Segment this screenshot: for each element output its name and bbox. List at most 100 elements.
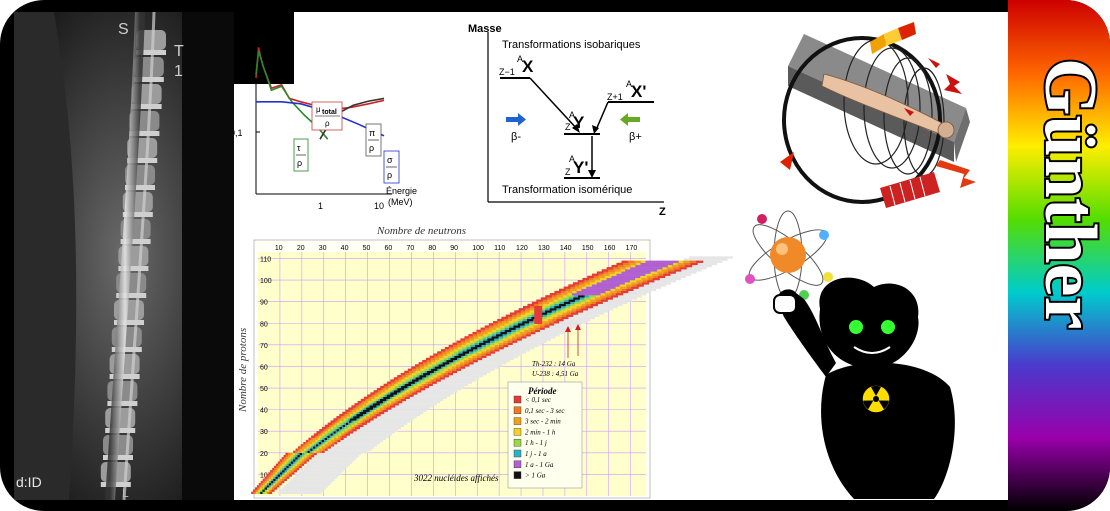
intervertebral-disc bbox=[118, 266, 149, 271]
intervertebral-disc bbox=[116, 293, 147, 298]
x-tick-label: 90 bbox=[450, 245, 458, 252]
intervertebral-disc bbox=[109, 374, 140, 379]
spine-mri-scan-icon: S T 1 d:ID L bbox=[14, 12, 234, 500]
x-tick-label: 170 bbox=[626, 245, 638, 252]
intervertebral-disc bbox=[127, 158, 158, 163]
annotation-pointer-lines bbox=[565, 324, 581, 358]
legend-label: 1 a - 1 Ga bbox=[525, 461, 554, 469]
legend-swatch bbox=[513, 460, 522, 468]
iso-nuclide-a: A bbox=[569, 154, 575, 164]
attenuation-chart: μ ρ 10 0,1 1 10 Énergie (MeV) μ total ρ bbox=[234, 20, 417, 211]
isobar-bottom-title: Transformation isomérique bbox=[502, 184, 632, 196]
legend-swatch bbox=[513, 428, 522, 436]
xtick-10: 10 bbox=[374, 201, 384, 211]
x-label-1: Énergie bbox=[386, 186, 417, 196]
nuclide-plot-area: 10 20 30 40 50 60 70 80 90 100 110 120 130 140 150 160 1… bbox=[251, 245, 733, 496]
right-nuclide-z: Z+1 bbox=[607, 92, 623, 102]
sigma-top: σ bbox=[387, 155, 393, 165]
y-tick-label: 50 bbox=[260, 386, 268, 393]
legend-swatch bbox=[513, 417, 522, 425]
nuclide-chart: Nombre de neutrons 10 20 30 40 50 60 70 80 90 100… bbox=[237, 225, 733, 499]
mri-top-text-1: S bbox=[118, 21, 129, 38]
total-bottom: ρ bbox=[325, 119, 330, 128]
isobar-axis-y: Masse bbox=[468, 23, 502, 35]
legend-label: > 1 Ga bbox=[525, 472, 546, 480]
intervertebral-disc bbox=[133, 77, 164, 82]
y-tick-label: 60 bbox=[260, 364, 268, 371]
center-nuclide-a: A bbox=[569, 110, 575, 120]
intervertebral-disc bbox=[114, 320, 144, 325]
period-legend: Période < 0,1 sec 0,1 sec - 3 sec 3 sec - … bbox=[507, 381, 583, 489]
x-tick-label: 140 bbox=[560, 245, 572, 252]
ytick-01: 0,1 bbox=[234, 128, 243, 138]
nuclide-title: Nombre de neutrons bbox=[376, 225, 466, 237]
y-tick-label: 40 bbox=[260, 408, 268, 415]
legend-label: 0,1 sec - 3 sec bbox=[525, 407, 565, 415]
y-label-bottom: ρ bbox=[240, 33, 245, 43]
iso-nuclide-symbol: Y' bbox=[573, 158, 588, 177]
right-nuclide-a: A bbox=[626, 79, 632, 89]
annotation-u238: U-238 : 4,51 Ga bbox=[532, 370, 579, 378]
beta-plus-label: β+ bbox=[629, 131, 642, 143]
beta-minus-arrow bbox=[506, 113, 526, 126]
intervertebral-disc bbox=[125, 185, 155, 190]
legend-swatch bbox=[513, 406, 522, 414]
intervertebral-disc bbox=[107, 401, 138, 406]
figures-area: DF μ ρ 10 0,1 1 10 Énergie (MeV) bbox=[234, 12, 1010, 500]
legend-swatch bbox=[513, 471, 522, 479]
x-tick-label: 30 bbox=[319, 245, 327, 252]
nuclide-unbound-region bbox=[277, 256, 733, 494]
y-tick-label: 20 bbox=[260, 451, 268, 458]
beta-minus-label: β- bbox=[511, 131, 521, 143]
nuclide-y-label: Nombre de protons bbox=[237, 328, 249, 413]
x-tick-label: 70 bbox=[406, 245, 414, 252]
x-tick-label: 10 bbox=[275, 245, 283, 252]
y-tick-label: 90 bbox=[260, 300, 268, 307]
name-banner: Günther bbox=[1008, 0, 1110, 511]
intervertebral-disc bbox=[120, 239, 151, 244]
x-tick-label: 160 bbox=[604, 245, 616, 252]
mri-bottom-mid-text: L bbox=[122, 486, 129, 500]
tau-top: τ bbox=[297, 143, 301, 153]
total-top: μ bbox=[316, 105, 321, 114]
annotation-th232: Th-232 : 14 Ga bbox=[532, 360, 576, 368]
banner-name: Günther bbox=[1029, 58, 1110, 329]
mri-top-text-3: 1 bbox=[174, 63, 183, 80]
x-tick-label: 110 bbox=[494, 245, 505, 252]
x-tick-label: 80 bbox=[428, 245, 436, 252]
right-nuclide-symbol: X' bbox=[631, 82, 646, 101]
nuclide-footer: 3022 nucléides affichés bbox=[413, 473, 499, 483]
y-tick-label: 100 bbox=[260, 278, 272, 285]
y-tick-label: 80 bbox=[260, 321, 268, 328]
x-tick-label: 120 bbox=[516, 245, 528, 252]
legend-swatch bbox=[513, 449, 522, 458]
x-tick-label: 20 bbox=[297, 245, 305, 252]
x-tick-label: 40 bbox=[341, 245, 349, 252]
intervertebral-disc bbox=[111, 347, 142, 352]
ytick-10: 10 bbox=[239, 59, 249, 69]
intervertebral-disc bbox=[122, 212, 153, 217]
left-nuclide-a: A bbox=[517, 54, 523, 64]
x-tick-label: 50 bbox=[363, 245, 371, 252]
legend-swatch bbox=[513, 395, 522, 404]
legend-label: 1 j - 1 a bbox=[525, 450, 547, 458]
pi-bottom: ρ bbox=[369, 143, 374, 153]
y-tick-label: 30 bbox=[260, 429, 268, 436]
legend-title: Période bbox=[528, 386, 557, 396]
black-block bbox=[234, 12, 294, 84]
intervertebral-disc bbox=[129, 131, 160, 136]
radiation-superhero-mascot-icon bbox=[745, 210, 955, 499]
isobar-diagram: Masse Z Transformations isobariques Tran… bbox=[468, 23, 666, 218]
tau-bottom: ρ bbox=[297, 158, 302, 168]
legend-label: < 0,1 sec bbox=[525, 396, 552, 404]
beta-plus-arrow bbox=[620, 113, 640, 126]
mri-scanner-illustration-icon bbox=[780, 22, 976, 208]
x-tick-label: 60 bbox=[385, 245, 393, 252]
x-label-2: (MeV) bbox=[388, 197, 413, 207]
isobar-title: Transformations isobariques bbox=[502, 39, 641, 51]
iso-nuclide-z: Z bbox=[565, 167, 571, 177]
legend-label: 1 h - 1 j bbox=[525, 439, 547, 447]
intervertebral-disc bbox=[105, 428, 136, 433]
legend-label: 3 sec - 2 min bbox=[524, 418, 561, 426]
